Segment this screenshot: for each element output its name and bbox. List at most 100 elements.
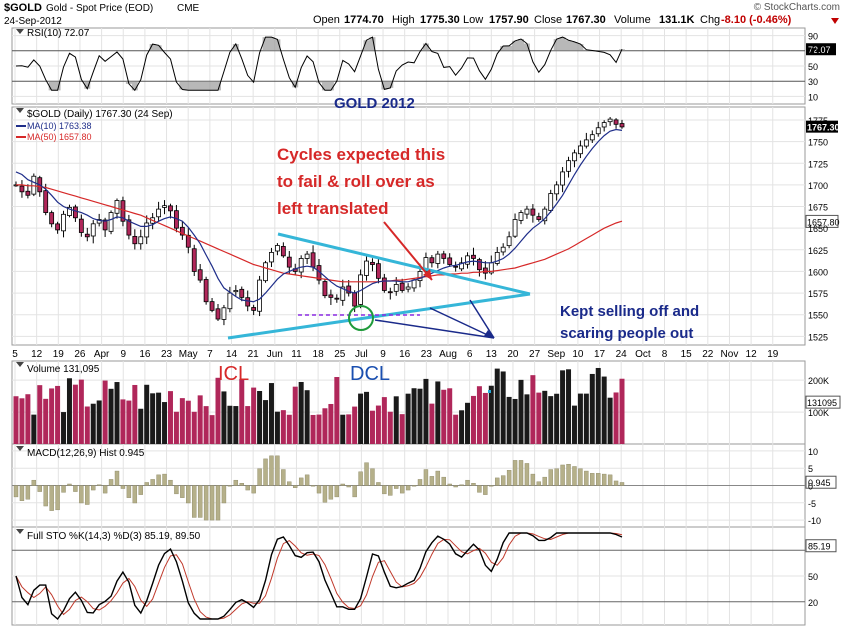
cycles-note-line2: to fail & roll over as xyxy=(277,172,435,191)
x-tick-label: 20 xyxy=(507,349,519,360)
selling-arrowhead xyxy=(484,330,494,338)
x-tick-label: 19 xyxy=(767,349,779,360)
volume-bar xyxy=(162,402,168,444)
volume-bar xyxy=(536,392,542,444)
price-candle xyxy=(221,307,227,320)
x-tick-label: 23 xyxy=(161,349,173,360)
rsi-tick-label: 90 xyxy=(808,32,818,42)
macd-hist-bar xyxy=(417,479,423,486)
x-tick-label: 22 xyxy=(702,349,714,360)
x-tick-label: Sep xyxy=(547,349,565,360)
macd-hist-bar xyxy=(25,485,31,500)
price-tick-label: 1650 xyxy=(808,224,828,234)
ma50-label: MA(50) 1657.80 xyxy=(27,132,92,142)
macd-hist-bar xyxy=(352,485,357,498)
macd-hist-bar xyxy=(162,473,167,486)
macd-hist-bar xyxy=(495,477,500,486)
price-candle xyxy=(126,219,132,236)
volume-bar xyxy=(209,415,215,444)
macd-series: 0.945 xyxy=(13,455,837,521)
macd-hist-bar xyxy=(607,474,613,486)
price-candle xyxy=(280,246,286,257)
price-candle xyxy=(298,258,304,273)
macd-hist-bar xyxy=(73,485,78,492)
volume-bar xyxy=(607,397,613,444)
volume-bar xyxy=(37,385,43,444)
macd-hist-bar xyxy=(364,462,369,486)
macd-hist-bar xyxy=(554,468,559,486)
macd-hist-bar xyxy=(13,485,19,498)
x-tick-label: Jul xyxy=(355,349,368,360)
volume-bar xyxy=(405,393,411,444)
macd-hist-bar xyxy=(168,479,173,486)
volume-bar xyxy=(375,405,381,444)
price-candle xyxy=(67,206,72,216)
volume-bar xyxy=(245,406,251,444)
chart-title: GOLD 2012 xyxy=(334,95,415,112)
price-candle xyxy=(102,219,108,231)
macd-hist-bar xyxy=(197,485,203,518)
stoch-label: Full STO %K(14,3) %D(3) 85.19, 89.50 xyxy=(27,531,201,542)
volume-bar xyxy=(19,398,25,444)
price-candle xyxy=(328,294,334,298)
macd-hist-bar xyxy=(340,483,345,486)
x-tick-label: 12 xyxy=(31,349,43,360)
volume-bar xyxy=(298,381,304,444)
price-candle xyxy=(619,123,625,128)
kept-note-line2: scaring people out xyxy=(560,325,693,342)
volume-bar xyxy=(322,408,328,444)
macd-hist-bar xyxy=(67,483,72,486)
price-candle xyxy=(19,185,25,193)
macd-tick-label: 5 xyxy=(808,464,813,474)
price-candle xyxy=(548,193,554,211)
ma50-tag xyxy=(805,214,839,228)
volume-bar xyxy=(429,403,435,444)
volume-bar xyxy=(179,398,185,444)
dcl-circle xyxy=(348,305,374,331)
macd-hist-bar xyxy=(542,476,547,486)
price-candle xyxy=(381,277,387,291)
rsi-label: RSI(10) 72.07 xyxy=(27,28,90,39)
price-candle xyxy=(423,257,429,272)
x-tick-label: 13 xyxy=(486,349,498,360)
volume-bar xyxy=(346,414,352,444)
volume-bar xyxy=(257,390,263,444)
macd-tick-label: -10 xyxy=(808,516,821,526)
macd-hist-bar xyxy=(304,474,310,486)
cycles-note-line3: left translated xyxy=(277,199,388,218)
macd-hist-bar xyxy=(560,464,565,486)
volume-bar xyxy=(72,384,78,444)
volume-panel-label: Volume 131,095 xyxy=(27,364,100,375)
macd-hist-bar xyxy=(37,485,42,492)
selling-arrow-line xyxy=(429,307,495,339)
volume-tick-label: 100K xyxy=(808,408,829,418)
volume-bar xyxy=(286,414,292,444)
volume-bar xyxy=(453,414,459,444)
macd-hist-bar xyxy=(334,485,340,498)
price-candle xyxy=(578,145,583,155)
volume-bar xyxy=(167,391,173,444)
price-candle xyxy=(144,222,150,238)
macd-hist-bar xyxy=(91,485,96,491)
macd-hist-bar xyxy=(483,485,488,495)
volume-bar xyxy=(268,383,274,444)
x-tick-label: 15 xyxy=(681,349,693,360)
price-candle xyxy=(595,127,601,135)
price-candle xyxy=(310,252,316,268)
exchange-label: CME xyxy=(177,3,200,14)
cycles-note-line1: Cycles expected this xyxy=(277,145,445,164)
macd-hist-bar xyxy=(144,482,149,486)
macd-hist-bar xyxy=(275,455,280,486)
price-candle xyxy=(506,236,512,247)
price-candle xyxy=(352,292,358,307)
price-candle xyxy=(179,226,185,236)
price-candle xyxy=(245,297,251,307)
macd-hist-bar xyxy=(150,479,155,486)
volume-bar xyxy=(55,385,61,444)
instrument-name: Gold - Spot Price (EOD) xyxy=(46,3,153,14)
x-tick-label: 23 xyxy=(421,349,433,360)
price-candle xyxy=(340,286,346,301)
macd-hist-bar xyxy=(49,485,54,511)
rsi-tick-label: 30 xyxy=(808,77,818,87)
x-tick-label: 19 xyxy=(53,349,65,360)
